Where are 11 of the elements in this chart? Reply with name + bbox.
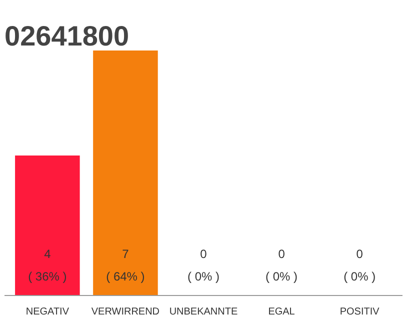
x-tick-label: UNBEKANNTE [169, 306, 238, 318]
data-label: 0 ( 0% ) [344, 247, 376, 284]
data-label: 0 ( 0% ) [266, 247, 298, 284]
x-tick-label: NEGATIV [26, 306, 70, 318]
chart-title: 02641800 [4, 20, 130, 52]
data-label: 7 ( 64% ) [106, 247, 145, 284]
data-label: 0 ( 0% ) [188, 247, 220, 284]
data-label: 4 ( 36% ) [28, 247, 67, 284]
x-tick-label: POSITIV [340, 306, 380, 318]
x-tick-label: VERWIRREND [91, 306, 160, 318]
x-tick-label: EGAL [268, 306, 296, 318]
